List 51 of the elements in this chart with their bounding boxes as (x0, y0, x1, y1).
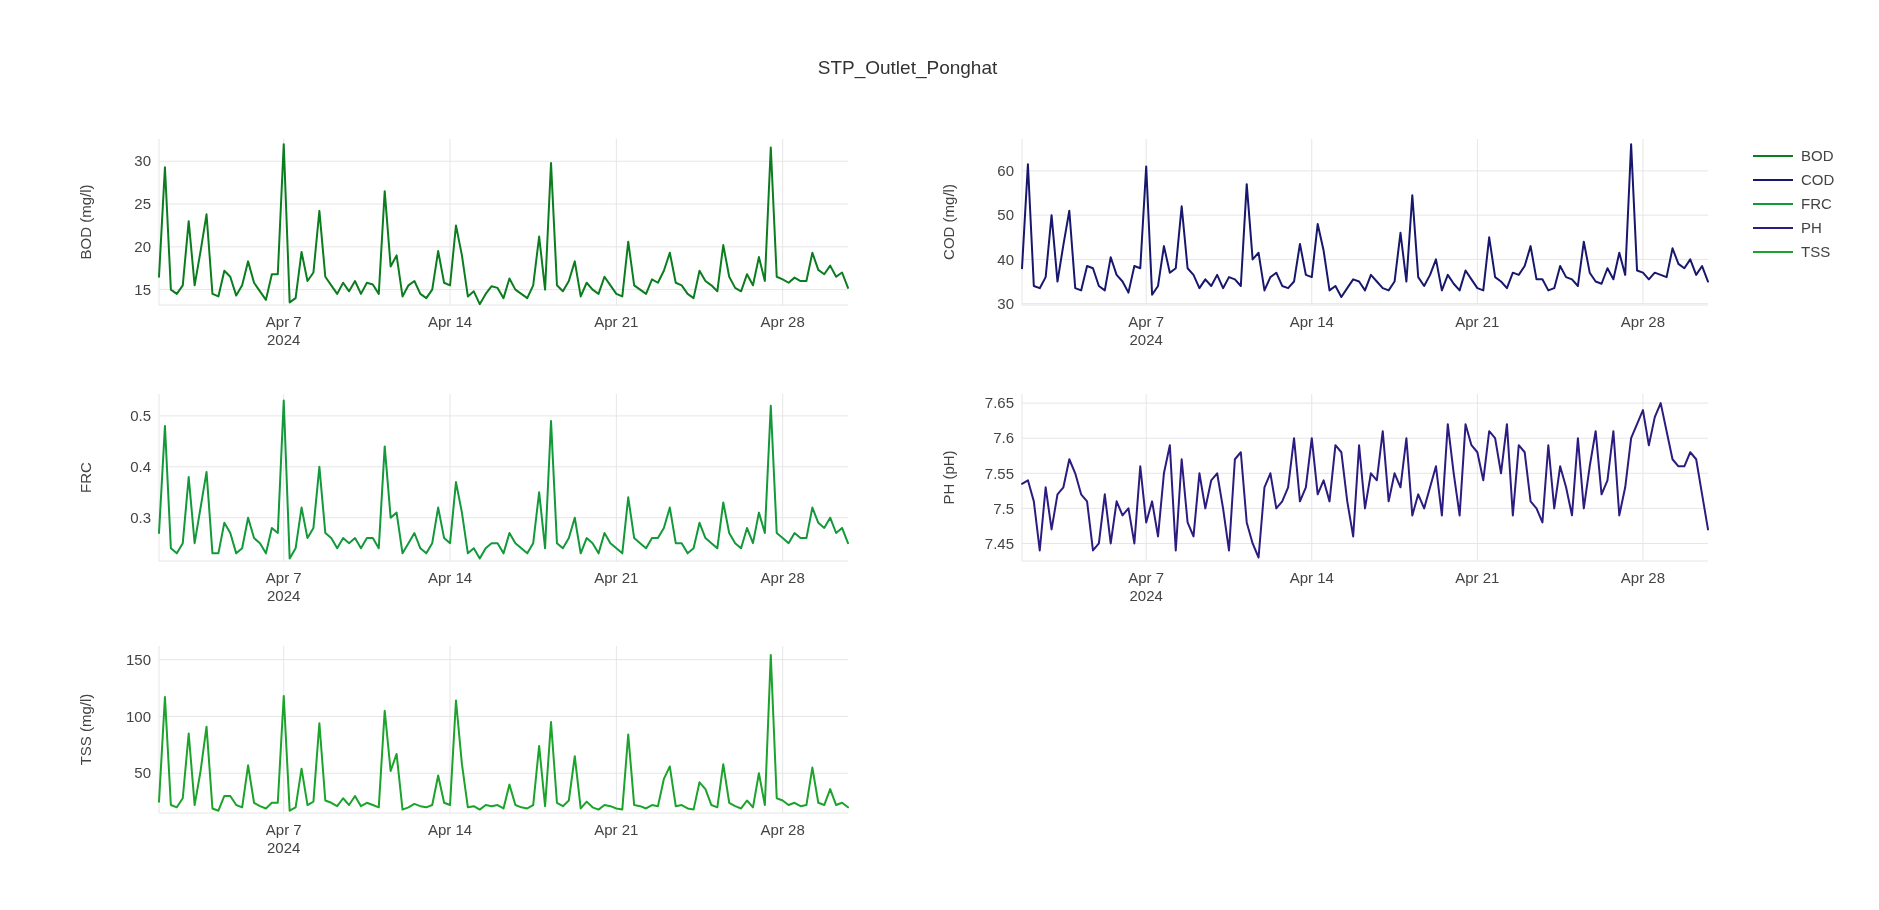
legend-label: BOD (1801, 147, 1834, 165)
y-tick-label: 100 (125, 707, 151, 725)
x-tick-label: Apr 14 (427, 821, 473, 838)
x-tick-label: Apr 14 (427, 569, 473, 586)
y-axis-title: TSS (mg/l) (77, 693, 94, 766)
x-tick-label: Apr 14 (1289, 313, 1334, 330)
legend-label: COD (1801, 171, 1835, 189)
y-tick-label: 15 (134, 280, 151, 298)
y-axis-title: PH (pH) (940, 450, 957, 505)
line-series (1021, 143, 1709, 299)
y-axis-title: FRC (77, 461, 94, 493)
x-tick-label: Apr 14 (427, 313, 473, 330)
y-axis-title: COD (mg/l) (940, 184, 957, 260)
y-tick-label: 0.3 (130, 508, 151, 526)
y-tick-label: 0.4 (130, 458, 151, 476)
y-tick-label: 50 (997, 206, 1014, 224)
x-tick-label: Apr 21 (594, 313, 639, 330)
y-tick-label: 20 (134, 238, 151, 256)
y-tick-label: 40 (997, 250, 1014, 268)
y-tick-label: 25 (134, 195, 151, 213)
y-tick-label: 7.45 (984, 534, 1014, 552)
x-tick-label: Apr 7 2024 (265, 821, 302, 856)
y-tick-label: 0.5 (130, 407, 151, 425)
x-tick-label: Apr 21 (1455, 569, 1500, 586)
y-tick-label: 50 (134, 764, 151, 782)
legend-label: FRC (1801, 195, 1832, 213)
x-tick-label: Apr 21 (594, 821, 639, 838)
y-tick-label: 7.65 (984, 394, 1014, 412)
x-tick-label: Apr 7 2024 (1128, 313, 1165, 348)
x-tick-label: Apr 28 (760, 313, 805, 330)
text: STP_Outlet_Ponghat (817, 57, 998, 79)
x-tick-label: Apr 21 (594, 569, 639, 586)
x-tick-label: Apr 28 (1620, 569, 1666, 586)
y-tick-label: 7.55 (984, 464, 1014, 482)
y-tick-label: 30 (134, 152, 151, 170)
y-tick-label: 150 (125, 650, 151, 668)
y-tick-label: 7.6 (993, 429, 1014, 447)
y-tick-label: 7.5 (993, 499, 1014, 517)
legend-label: PH (1801, 219, 1822, 237)
y-tick-label: 30 (997, 294, 1014, 312)
x-tick-label: Apr 28 (760, 569, 805, 586)
x-tick-label: Apr 7 2024 (265, 313, 302, 348)
x-tick-label: Apr 28 (1620, 313, 1666, 330)
x-tick-label: Apr 14 (1289, 569, 1334, 586)
x-tick-label: Apr 7 2024 (265, 569, 302, 604)
text: TSS (1801, 243, 1831, 261)
y-tick-label: 60 (997, 162, 1014, 180)
x-tick-label: Apr 7 2024 (1128, 569, 1165, 604)
y-axis-title: BOD (mg/l) (77, 184, 94, 260)
x-tick-label: Apr 28 (760, 821, 805, 838)
x-tick-label: Apr 21 (1455, 313, 1500, 330)
